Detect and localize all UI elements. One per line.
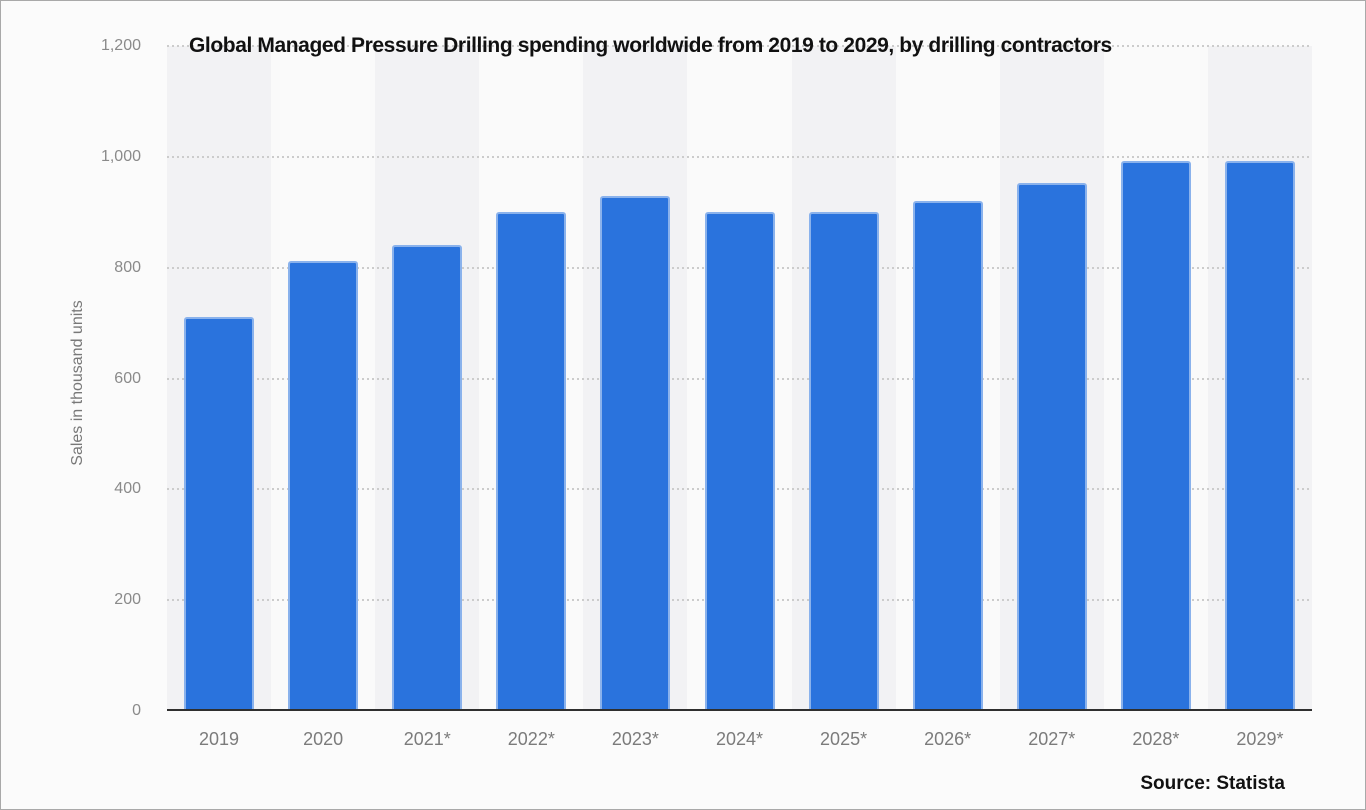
gridline-1000: [167, 155, 1312, 158]
y-tick-label-800: 800: [114, 258, 141, 276]
bar-2022*: [496, 212, 567, 709]
bar-2028*: [1120, 161, 1191, 709]
x-tick-label-2026*: 2026*: [924, 729, 972, 749]
source-attribution: Source: Statista: [1140, 773, 1285, 794]
x-tick-label-2021*: 2021*: [403, 729, 451, 749]
gridline-1200: [167, 45, 1312, 47]
x-tick-label-2029*: 2029*: [1236, 729, 1284, 749]
bar-2026*: [912, 201, 983, 709]
plot-area: [167, 45, 1313, 711]
x-tick-label-2022*: 2022*: [507, 729, 555, 749]
y-tick-label-200: 200: [114, 591, 141, 609]
x-tick-label-2023*: 2023*: [611, 729, 659, 749]
y-tick-label-1200: 1,200: [100, 37, 141, 54]
x-tick-label-2025*: 2025*: [820, 729, 868, 749]
y-tick-label-600: 600: [114, 369, 141, 387]
bar-2024*: [704, 212, 775, 709]
x-tick-label-2028*: 2028*: [1132, 729, 1180, 749]
y-tick-label-1000: 1,000: [100, 147, 141, 165]
y-tick-label-400: 400: [114, 480, 141, 498]
bar-2029*: [1224, 161, 1295, 709]
bar-2020: [288, 261, 359, 709]
chart-title: Global Managed Pressure Drilling spendin…: [189, 34, 1112, 57]
bar-2023*: [600, 196, 671, 709]
bar-2019: [184, 317, 255, 709]
x-tick-label-2019: 2019: [199, 729, 240, 749]
x-tick-label-2027*: 2027*: [1028, 729, 1076, 749]
bar-2025*: [808, 212, 879, 709]
x-axis-tick-labels: 2019 2020 2021* 2022* 2023* 2024* 2025* 2026* 20…: [167, 729, 1312, 753]
y-tick-label-0: 0: [132, 702, 141, 719]
x-tick-label-2020: 2020: [303, 729, 344, 749]
bar-2027*: [1016, 183, 1087, 709]
x-tick-label-2024*: 2024*: [715, 729, 764, 749]
bar-2021*: [392, 245, 463, 709]
